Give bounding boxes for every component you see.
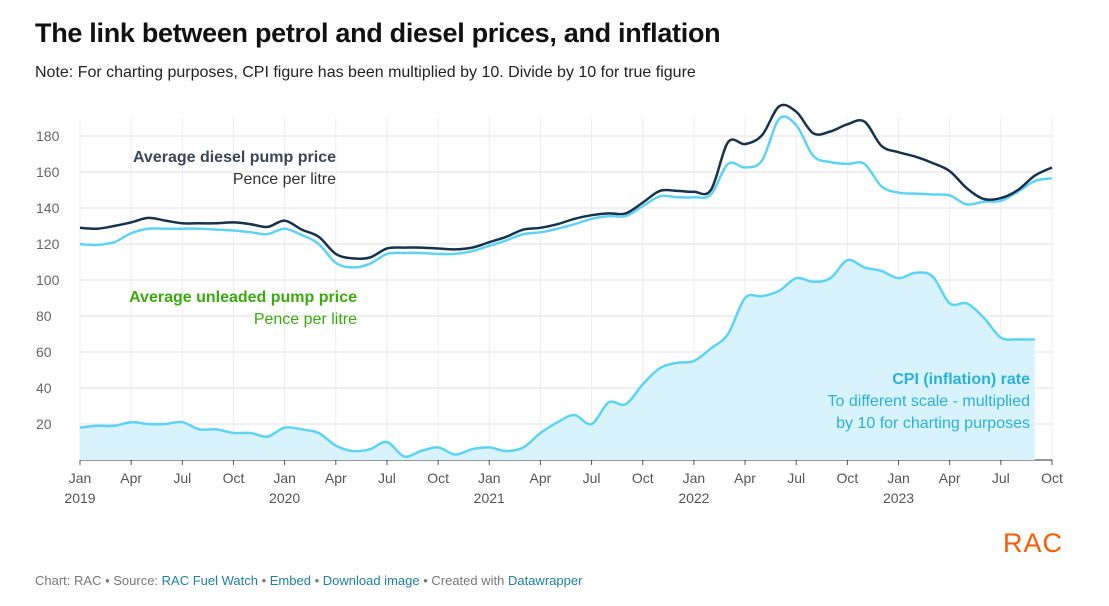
x-tick-label: Jul — [378, 470, 396, 486]
unleaded-line — [79, 115, 1053, 269]
x-tick-label: Jul — [787, 470, 805, 486]
cpi-area — [80, 259, 1035, 460]
x-tick-year-label: 2019 — [64, 490, 95, 506]
x-tick-label: Jan — [69, 470, 92, 486]
embed-link[interactable]: Embed — [269, 573, 311, 588]
x-tick-label: Jan — [478, 470, 501, 486]
unleaded-unit-label: Pence per litre — [254, 311, 357, 328]
cpi-line — [79, 258, 1035, 458]
footer-credit: Chart: RAC • Source: — [35, 573, 162, 588]
x-tick-label: Jul — [583, 470, 601, 486]
diesel-unit-label: Pence per litre — [233, 171, 336, 188]
x-tick-label: Oct — [632, 470, 654, 486]
y-tick-label: 40 — [36, 380, 52, 396]
y-tick-label: 100 — [36, 272, 60, 288]
x-tick-year-label: 2023 — [883, 490, 914, 506]
x-tick-label: Jul — [173, 470, 191, 486]
x-tick-label: Oct — [836, 470, 858, 486]
y-tick-label: 120 — [36, 236, 60, 252]
x-tick-year-label: 2021 — [474, 490, 505, 506]
download-image-link[interactable]: Download image — [322, 573, 420, 588]
x-tick-label: Apr — [530, 470, 552, 486]
rac-logo: RAC — [1003, 528, 1064, 558]
x-tick-label: Jan — [273, 470, 296, 486]
x-tick-label: Jan — [683, 470, 706, 486]
x-tick-label: Apr — [734, 470, 756, 486]
y-tick-label: 140 — [36, 200, 60, 216]
x-tick-label: Apr — [120, 470, 142, 486]
footer-separator: • — [257, 573, 270, 588]
x-tick-year-label: 2022 — [678, 490, 709, 506]
cpi-label: CPI (inflation) rate — [892, 371, 1030, 388]
y-tick-label: 20 — [36, 416, 52, 432]
datawrapper-link[interactable]: Datawrapper — [507, 573, 583, 588]
cpi-note-line1: To different scale - multiplied — [828, 393, 1030, 410]
cpi-note-line2: by 10 for charting purposes — [836, 415, 1030, 432]
chart-footer: Chart: RAC • Source: RAC Fuel Watch • Em… — [35, 573, 582, 588]
y-tick-label: 60 — [36, 344, 52, 360]
y-tick-label: 80 — [36, 308, 52, 324]
x-tick-label: Oct — [223, 470, 245, 486]
x-tick-label: Jul — [992, 470, 1010, 486]
x-tick-year-label: 2020 — [269, 490, 300, 506]
chart-title: The link between petrol and diesel price… — [35, 18, 721, 48]
x-tick-label: Apr — [939, 470, 961, 486]
y-tick-label: 180 — [36, 128, 60, 144]
unleaded-label: Average unleaded pump price — [129, 289, 357, 306]
footer-separator: • — [310, 573, 323, 588]
footer-created-with: • Created with — [419, 573, 508, 588]
x-tick-label: Jan — [887, 470, 910, 486]
diesel-label: Average diesel pump price — [133, 149, 336, 166]
chart-subtitle: Note: For charting purposes, CPI figure … — [35, 64, 696, 81]
x-tick-label: Apr — [325, 470, 347, 486]
x-tick-label: Oct — [427, 470, 449, 486]
source-link[interactable]: RAC Fuel Watch — [161, 573, 258, 588]
x-tick-label: Oct — [1041, 470, 1063, 486]
y-tick-label: 160 — [36, 164, 60, 180]
diesel-line — [79, 103, 1053, 261]
